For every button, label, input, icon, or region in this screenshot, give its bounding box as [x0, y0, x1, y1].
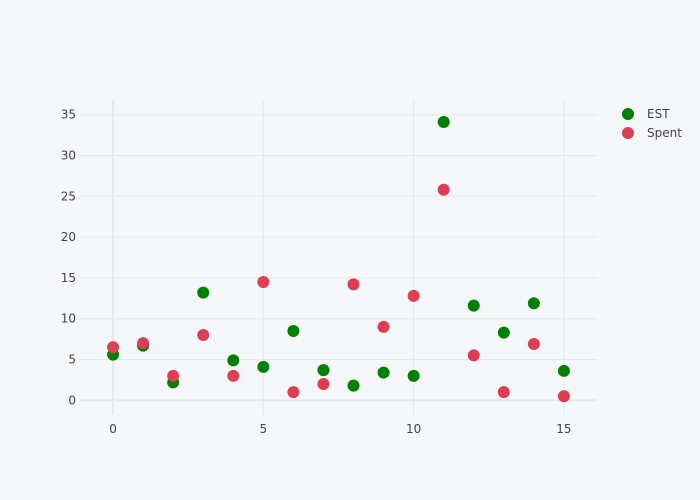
point-est[interactable]: [227, 354, 240, 367]
point-spent[interactable]: [287, 386, 300, 399]
legend-item-spent[interactable]: Spent: [622, 126, 682, 140]
grid: [80, 100, 597, 415]
point-est[interactable]: [257, 360, 270, 373]
point-spent[interactable]: [437, 183, 450, 196]
point-est[interactable]: [347, 379, 360, 392]
point-est[interactable]: [377, 366, 390, 379]
point-est[interactable]: [527, 297, 540, 310]
point-est[interactable]: [287, 324, 300, 337]
point-spent[interactable]: [467, 349, 480, 362]
point-spent[interactable]: [257, 275, 270, 288]
legend-marker: [622, 127, 634, 139]
point-spent[interactable]: [557, 390, 570, 403]
legend[interactable]: EST Spent: [622, 107, 682, 140]
point-est[interactable]: [317, 364, 330, 377]
axis-ticks: 0 5 10 15 20 25 30 35 0 5 10 15: [61, 108, 572, 436]
point-est[interactable]: [497, 326, 510, 339]
y-tick-label: 15: [61, 271, 76, 285]
point-spent[interactable]: [407, 289, 420, 302]
legend-item-est[interactable]: EST: [622, 107, 670, 121]
point-spent[interactable]: [497, 386, 510, 399]
point-est[interactable]: [437, 116, 450, 129]
point-spent[interactable]: [227, 369, 240, 382]
legend-label: EST: [647, 107, 670, 121]
series-spent: [107, 183, 570, 403]
y-tick-label: 10: [61, 312, 76, 326]
point-spent[interactable]: [167, 369, 180, 382]
point-spent[interactable]: [377, 320, 390, 333]
x-tick-label: 5: [260, 422, 268, 436]
y-tick-label: 25: [61, 189, 76, 203]
point-est[interactable]: [197, 286, 210, 299]
point-spent[interactable]: [317, 377, 330, 390]
y-tick-label: 20: [61, 230, 76, 244]
y-tick-label: 35: [61, 108, 76, 122]
point-spent[interactable]: [107, 341, 120, 354]
y-tick-label: 30: [61, 148, 76, 162]
y-tick-label: 0: [68, 393, 76, 407]
x-tick-label: 15: [556, 422, 571, 436]
y-tick-label: 5: [68, 353, 76, 367]
x-tick-label: 10: [406, 422, 421, 436]
data-points: [107, 116, 570, 403]
x-tick-label: 0: [109, 422, 117, 436]
point-est[interactable]: [467, 299, 480, 312]
legend-label: Spent: [647, 126, 682, 140]
point-spent[interactable]: [137, 337, 150, 350]
point-spent[interactable]: [527, 338, 540, 351]
point-est[interactable]: [407, 369, 420, 382]
point-spent[interactable]: [347, 278, 360, 291]
point-spent[interactable]: [197, 329, 210, 342]
legend-marker: [622, 108, 634, 120]
point-est[interactable]: [557, 364, 570, 377]
